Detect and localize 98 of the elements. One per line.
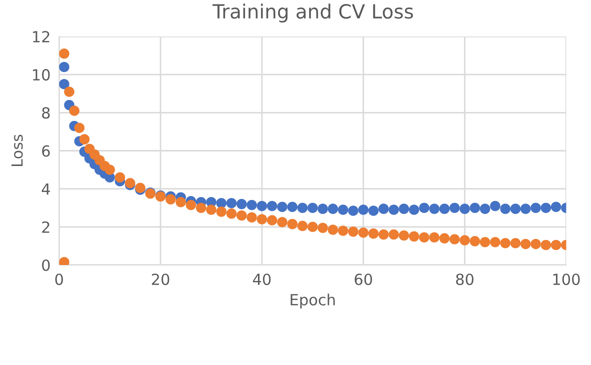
point [520,238,531,250]
point [328,204,338,214]
x-tick-label: 40 [252,274,271,286]
point [388,229,399,240]
y-tick-label: 8 [42,107,50,119]
point [510,238,521,248]
point [408,231,420,242]
point [378,204,389,214]
x-tick-label: 100 [553,274,580,286]
point [74,122,85,134]
point [266,200,278,212]
point [460,204,470,214]
x-tick-label: 60 [354,274,372,286]
point [550,240,562,250]
point [378,229,389,240]
point [64,86,74,97]
point [59,62,70,72]
point [266,215,278,226]
y-tick-label: 0 [42,259,50,272]
point [530,238,541,250]
point [196,202,206,214]
point [338,226,348,236]
point [348,206,358,216]
point [470,236,480,246]
point [470,202,480,214]
point [236,198,247,210]
point [256,214,268,224]
point [429,204,440,214]
point [398,204,410,214]
point [449,202,460,214]
point [216,206,227,217]
point [277,217,288,228]
point [59,78,70,90]
y-axis-title: Loss [11,134,23,166]
point [398,230,410,241]
point [318,204,328,214]
point [307,222,318,232]
point [287,202,298,212]
point [358,227,368,238]
point [216,198,227,208]
x-tick-label: 80 [456,274,474,286]
point [114,172,126,183]
point [480,204,490,214]
point [520,204,531,214]
point [490,200,500,212]
point [480,236,490,248]
point [166,194,176,204]
point [206,204,216,215]
point [307,202,318,214]
point [439,233,450,244]
point [368,228,379,239]
point [429,232,440,243]
point [226,198,237,208]
point [439,204,450,214]
point [297,202,308,214]
point [277,202,288,212]
point [69,106,80,116]
point [408,204,420,215]
point [338,204,348,215]
chart-title: Training and CV Loss [212,4,413,22]
x-tick-label: 20 [152,274,170,286]
point [256,200,268,212]
point [59,48,70,59]
y-tick-label: 10 [33,69,50,81]
point [490,236,500,248]
y-tick-label: 12 [33,30,50,42]
point [540,240,552,250]
point [226,208,237,219]
point [500,238,510,248]
x-tick-label: 0 [55,274,63,286]
point [104,164,115,175]
point [246,200,257,210]
point [246,212,257,223]
point [419,232,430,243]
y-tick-label: 6 [42,145,50,157]
point [368,206,379,216]
point [297,220,308,232]
point [328,224,338,235]
point [348,226,358,237]
point [186,200,196,210]
point [540,202,552,214]
point [287,218,298,230]
y-tick-label: 4 [42,183,50,195]
point [236,210,247,221]
point [449,234,460,244]
point [176,197,186,208]
point [460,235,470,246]
point [318,222,328,234]
point [358,204,368,215]
y-tick-label: 2 [42,221,50,233]
point [388,204,399,215]
point [530,202,541,214]
point [419,202,430,214]
point [550,202,562,212]
point [79,134,90,144]
point [500,204,510,214]
point [510,204,521,214]
x-axis-title: Epoch [290,294,335,308]
